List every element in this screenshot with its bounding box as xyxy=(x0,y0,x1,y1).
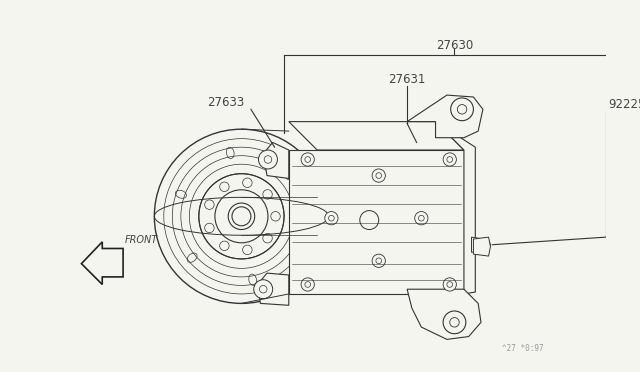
Circle shape xyxy=(451,98,474,121)
Circle shape xyxy=(259,150,277,169)
Circle shape xyxy=(372,169,385,182)
Polygon shape xyxy=(289,122,464,150)
Circle shape xyxy=(360,211,379,230)
Circle shape xyxy=(228,203,255,230)
Text: 27630: 27630 xyxy=(436,39,473,52)
Text: FRONT: FRONT xyxy=(125,235,158,245)
Text: ^27 *0:97: ^27 *0:97 xyxy=(502,344,543,353)
Polygon shape xyxy=(407,289,481,339)
Circle shape xyxy=(372,254,385,267)
Circle shape xyxy=(443,311,466,334)
Text: 27631: 27631 xyxy=(388,73,426,86)
Polygon shape xyxy=(407,95,483,138)
Circle shape xyxy=(415,212,428,225)
Circle shape xyxy=(301,278,314,291)
Polygon shape xyxy=(263,142,289,179)
Text: 92225: 92225 xyxy=(608,98,640,111)
Polygon shape xyxy=(257,273,289,305)
Polygon shape xyxy=(289,150,464,294)
Circle shape xyxy=(253,280,273,299)
Text: 27633: 27633 xyxy=(207,96,244,109)
Circle shape xyxy=(443,153,456,166)
Polygon shape xyxy=(436,122,476,294)
Circle shape xyxy=(443,278,456,291)
Circle shape xyxy=(232,207,251,226)
Polygon shape xyxy=(81,242,123,285)
Circle shape xyxy=(324,212,338,225)
Circle shape xyxy=(301,153,314,166)
Polygon shape xyxy=(472,237,490,252)
Polygon shape xyxy=(474,237,490,256)
